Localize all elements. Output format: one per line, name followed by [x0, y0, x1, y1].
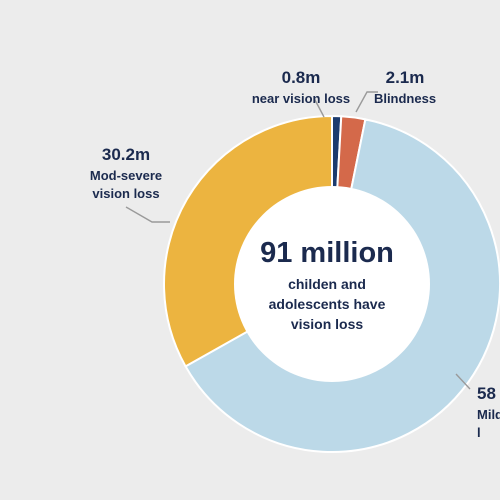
slice-labels: 0.8m near vision loss 2.1m Blindness 58 Mild l…	[90, 68, 500, 440]
slice-category-label-1-1: near vision loss	[252, 91, 350, 106]
slice-category-label-4-2: vision loss	[92, 186, 159, 201]
leader-line-2	[355, 91, 378, 113]
leader-line-3	[455, 373, 471, 390]
slice-category-label-3-1: Mild	[477, 407, 500, 422]
center-caption-line-1: childen and	[288, 276, 366, 292]
center-caption-line-3: vision loss	[291, 316, 364, 332]
leader-line-4	[125, 206, 170, 223]
slice-category-label-4-1: Mod-severe	[90, 168, 162, 183]
leader-lines	[125, 91, 471, 390]
slice-value-label-4: 30.2m	[102, 145, 150, 164]
slice-value-label-1: 0.8m	[282, 68, 321, 87]
center-total-value: 91 million	[260, 237, 394, 269]
center-hole	[234, 186, 430, 382]
slice-value-label-2: 2.1m	[386, 68, 425, 87]
leader-line-1	[313, 97, 325, 118]
slice-category-label-2-1: Blindness	[374, 91, 436, 106]
center-caption-line-2: adolescents have	[269, 296, 386, 312]
slice-value-label-3: 58	[477, 384, 496, 403]
slice-category-label-3-2: l	[477, 425, 481, 440]
